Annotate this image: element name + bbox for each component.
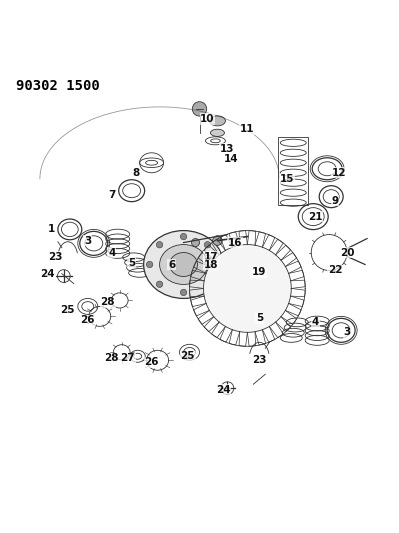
Text: 21: 21 [308, 212, 322, 222]
Ellipse shape [211, 129, 224, 136]
Text: 4: 4 [108, 247, 115, 257]
Text: 19: 19 [252, 268, 267, 278]
Text: 8: 8 [132, 168, 139, 177]
Text: 4: 4 [312, 317, 319, 327]
Text: 5: 5 [128, 257, 135, 268]
Text: 1: 1 [48, 224, 55, 233]
Text: 90302 1500: 90302 1500 [16, 79, 100, 93]
Ellipse shape [170, 253, 198, 277]
Ellipse shape [144, 231, 223, 298]
Circle shape [204, 241, 211, 248]
Text: 9: 9 [332, 196, 339, 206]
Circle shape [192, 102, 207, 116]
Circle shape [156, 241, 163, 248]
Circle shape [203, 245, 291, 333]
Circle shape [156, 281, 163, 287]
Text: 6: 6 [168, 260, 175, 270]
Circle shape [192, 239, 200, 247]
Text: 12: 12 [332, 168, 346, 177]
Text: 18: 18 [204, 260, 219, 270]
Text: 7: 7 [108, 190, 115, 200]
Text: 11: 11 [240, 124, 255, 134]
Text: 27: 27 [120, 353, 135, 364]
Ellipse shape [160, 245, 207, 285]
Text: 15: 15 [280, 174, 294, 184]
Text: 28: 28 [105, 353, 119, 364]
Circle shape [214, 261, 221, 268]
Circle shape [180, 289, 187, 296]
Text: 5: 5 [256, 313, 263, 324]
Text: 10: 10 [200, 114, 215, 124]
Text: 16: 16 [228, 238, 243, 247]
Text: 22: 22 [328, 265, 342, 276]
Text: 25: 25 [61, 305, 75, 316]
Text: 14: 14 [224, 154, 239, 164]
Ellipse shape [209, 116, 225, 126]
Text: 26: 26 [144, 357, 159, 367]
Text: 24: 24 [216, 385, 231, 395]
Circle shape [146, 261, 153, 268]
Text: 20: 20 [340, 247, 354, 257]
Circle shape [213, 236, 222, 245]
Text: 24: 24 [41, 270, 55, 279]
Text: 26: 26 [81, 316, 95, 325]
Text: 13: 13 [220, 144, 235, 154]
Circle shape [204, 281, 211, 287]
Text: 23: 23 [252, 356, 267, 365]
Text: 3: 3 [84, 236, 91, 246]
Text: 3: 3 [344, 327, 351, 337]
Circle shape [180, 233, 187, 240]
Text: 25: 25 [180, 351, 195, 361]
Text: 23: 23 [49, 252, 63, 262]
Text: 17: 17 [204, 252, 219, 262]
Text: 28: 28 [101, 297, 115, 308]
